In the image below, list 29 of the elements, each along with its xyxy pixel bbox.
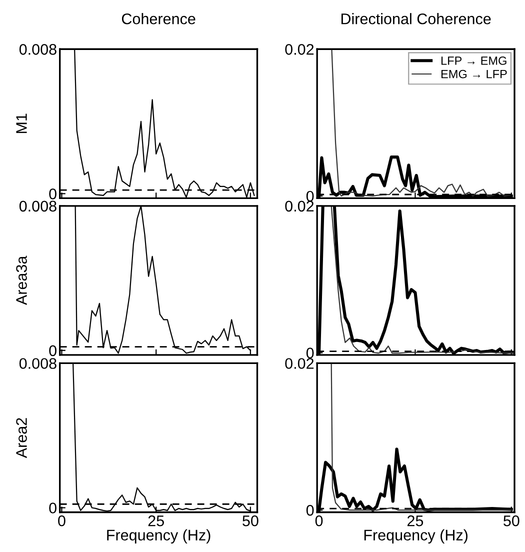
chart-title: Coherence [122, 13, 196, 24]
chart-title: Directional Coherence [341, 13, 491, 24]
y-tick-label: 0.008 [19, 200, 56, 212]
x-tick-label: 25 [407, 515, 424, 526]
y-tick-label: 0 [306, 504, 314, 516]
x-tick-label: 50 [504, 515, 520, 526]
x-axis-title: Frequency (Hz) [364, 529, 468, 544]
y-axis-title: M1 [16, 114, 27, 134]
y-axis-title: Area3a [16, 256, 27, 306]
x-tick-label: 0 [315, 515, 323, 526]
x-tick-label: 25 [148, 515, 164, 526]
y-tick-label: 0.02 [285, 358, 314, 369]
y-tick-label: 0 [49, 345, 56, 356]
y-tick-label: 0 [49, 502, 56, 514]
y-tick-label: 0 [306, 348, 314, 358]
line-series [330, 363, 512, 511]
y-tick-label: 0.008 [19, 44, 56, 55]
y-tick-label: 0.02 [285, 44, 314, 55]
y-tick-label: 0.008 [19, 358, 56, 369]
y-axis-title: Area2 [16, 418, 27, 458]
x-tick-label: 50 [242, 515, 258, 526]
y-tick-label: 0 [306, 190, 314, 202]
y-tick-label: 0.02 [285, 200, 314, 212]
y-tick-label: 0 [49, 188, 56, 200]
line-series [331, 49, 510, 197]
x-axis-title: Frequency (Hz) [107, 529, 210, 544]
x-tick-label: 0 [58, 515, 66, 526]
legend-label: EMG → LFP [441, 70, 507, 78]
legend-label: LFP → EMG [441, 56, 506, 65]
